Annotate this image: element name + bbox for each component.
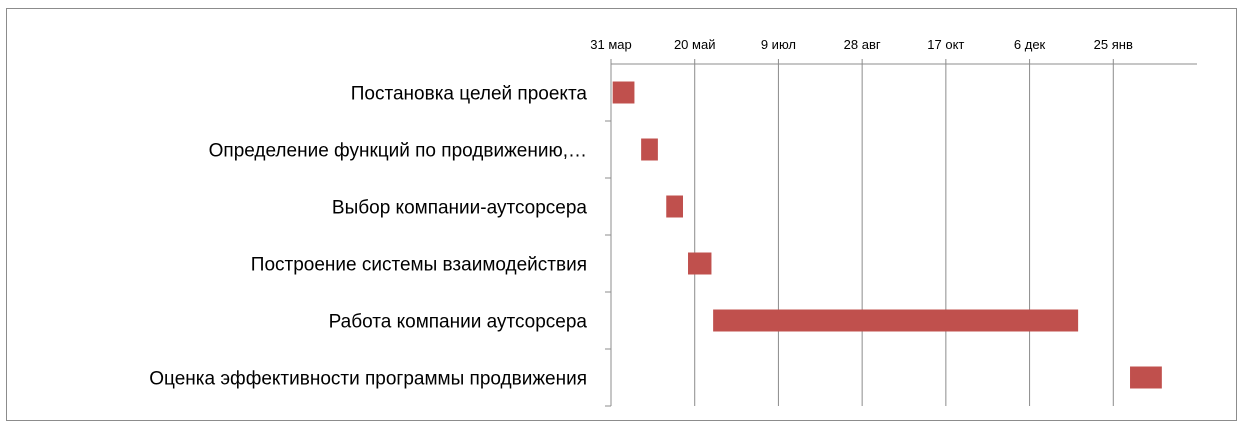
bars bbox=[612, 81, 1162, 389]
category-label: Определение функций по продвижению,… bbox=[209, 141, 587, 162]
category-label: Построение системы взаимодействия bbox=[251, 255, 587, 276]
category-label: Выбор компании-аутсорсера bbox=[332, 198, 588, 219]
x-tick-label: 9 июл bbox=[761, 37, 796, 52]
axes bbox=[605, 59, 1197, 407]
x-tick-label: 25 янв bbox=[1094, 37, 1133, 52]
x-tick-label: 17 окт bbox=[927, 37, 964, 52]
gantt-bar bbox=[688, 252, 712, 275]
gantt-chart: 31 мар 20 май 9 июл 28 авг 17 окт 6 дек 25 янв… bbox=[149, 37, 1197, 407]
gridlines bbox=[694, 64, 1114, 406]
x-tick-label: 31 мар bbox=[590, 37, 631, 52]
gantt-bar bbox=[666, 195, 683, 218]
x-tick-label: 20 май bbox=[674, 37, 716, 52]
category-label: Оценка эффективности программы продвижен… bbox=[149, 369, 587, 390]
x-tick-label: 6 дек bbox=[1014, 37, 1046, 52]
category-label: Работа компании аутсорсера bbox=[329, 312, 588, 333]
chart-frame: 31 мар 20 май 9 июл 28 авг 17 окт 6 дек 25 янв… bbox=[6, 8, 1237, 421]
gantt-bar bbox=[641, 138, 658, 161]
gantt-bar bbox=[612, 81, 635, 104]
gantt-bar bbox=[713, 309, 1079, 332]
x-tick-label: 28 авг bbox=[844, 37, 881, 52]
category-label: Постановка целей проекта bbox=[351, 84, 588, 105]
gantt-bar bbox=[1130, 366, 1162, 389]
labels: 31 мар 20 май 9 июл 28 авг 17 окт 6 дек 25 янв… bbox=[149, 37, 1133, 390]
